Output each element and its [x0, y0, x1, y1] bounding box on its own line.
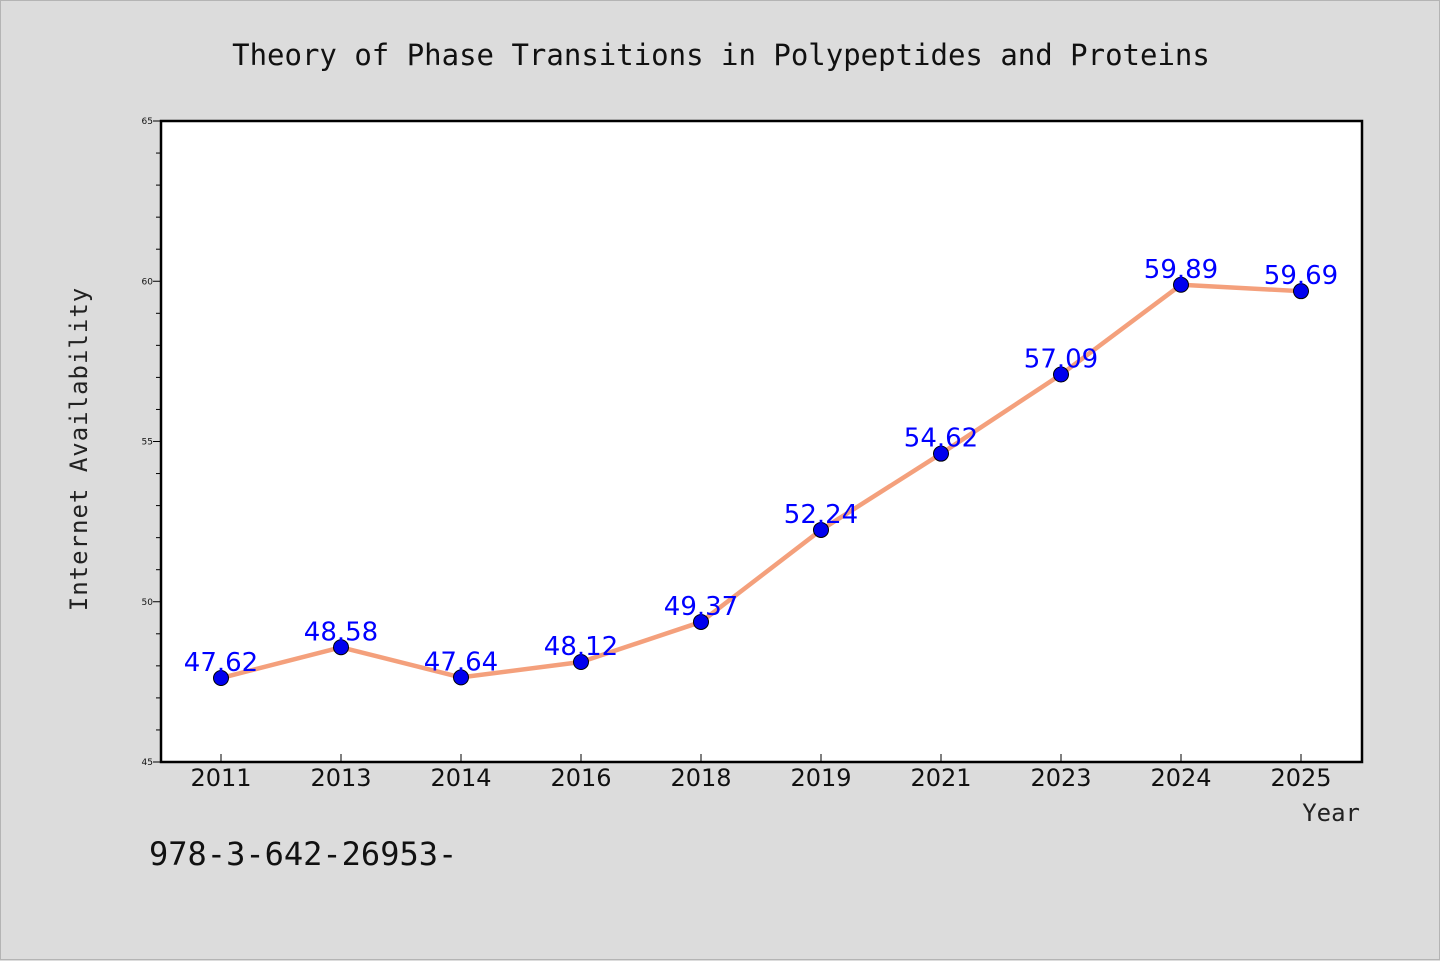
x-tick-label: 2021	[910, 764, 971, 792]
data-label: 47.64	[424, 647, 498, 677]
data-label: 59.69	[1264, 261, 1338, 291]
x-axis-label: Year	[1302, 799, 1360, 827]
x-tick-label: 2023	[1030, 764, 1091, 792]
data-point	[813, 521, 829, 538]
x-tick-label: 2016	[550, 764, 611, 792]
y-tick-label: 60	[142, 277, 154, 287]
y-axis-label: Internet Availability	[65, 287, 93, 611]
x-tick-label: 2025	[1270, 764, 1331, 792]
x-tick-label: 2024	[1150, 764, 1211, 792]
y-tick-label: 45	[142, 758, 153, 768]
footnote-isbn: 978-3-642-26953-	[149, 835, 457, 873]
plot-area	[159, 119, 1364, 764]
data-label: 47.62	[184, 648, 258, 678]
data-point	[933, 445, 949, 462]
x-tick-label: 2019	[790, 764, 851, 792]
data-point	[573, 654, 589, 671]
data-point	[1293, 283, 1309, 300]
x-axis: 2011 2013 2014 2016 2018 2019 2021 2023 2024 2025	[190, 754, 1332, 792]
data-label: 54.62	[904, 424, 978, 454]
data-point	[1053, 366, 1069, 383]
series-layer: 47.62 48.58 47.64 48.12 49.37 52.24 54.62 57.09…	[184, 255, 1338, 687]
series-line	[218, 282, 1304, 681]
data-label: 48.12	[544, 632, 618, 662]
data-point	[1173, 276, 1189, 293]
data-point	[333, 639, 349, 656]
data-point	[213, 670, 229, 687]
x-tick-label: 2011	[190, 764, 251, 792]
data-point	[693, 613, 709, 630]
data-label: 57.09	[1024, 345, 1098, 375]
x-tick-label: 2014	[430, 764, 491, 792]
y-axis: 45 50 55 60 65	[142, 117, 161, 768]
y-tick-label: 55	[142, 438, 153, 448]
data-label: 48.58	[304, 617, 378, 647]
data-point	[453, 669, 469, 686]
chart-title: Theory of Phase Transitions in Polypepti…	[232, 38, 1210, 72]
data-label: 52.24	[784, 500, 858, 530]
x-tick-label: 2013	[310, 764, 371, 792]
data-label: 59.89	[1144, 255, 1218, 285]
x-tick-label: 2018	[670, 764, 731, 792]
y-tick-label: 65	[142, 117, 153, 127]
y-tick-label: 50	[142, 598, 154, 608]
data-label: 49.37	[664, 592, 738, 622]
